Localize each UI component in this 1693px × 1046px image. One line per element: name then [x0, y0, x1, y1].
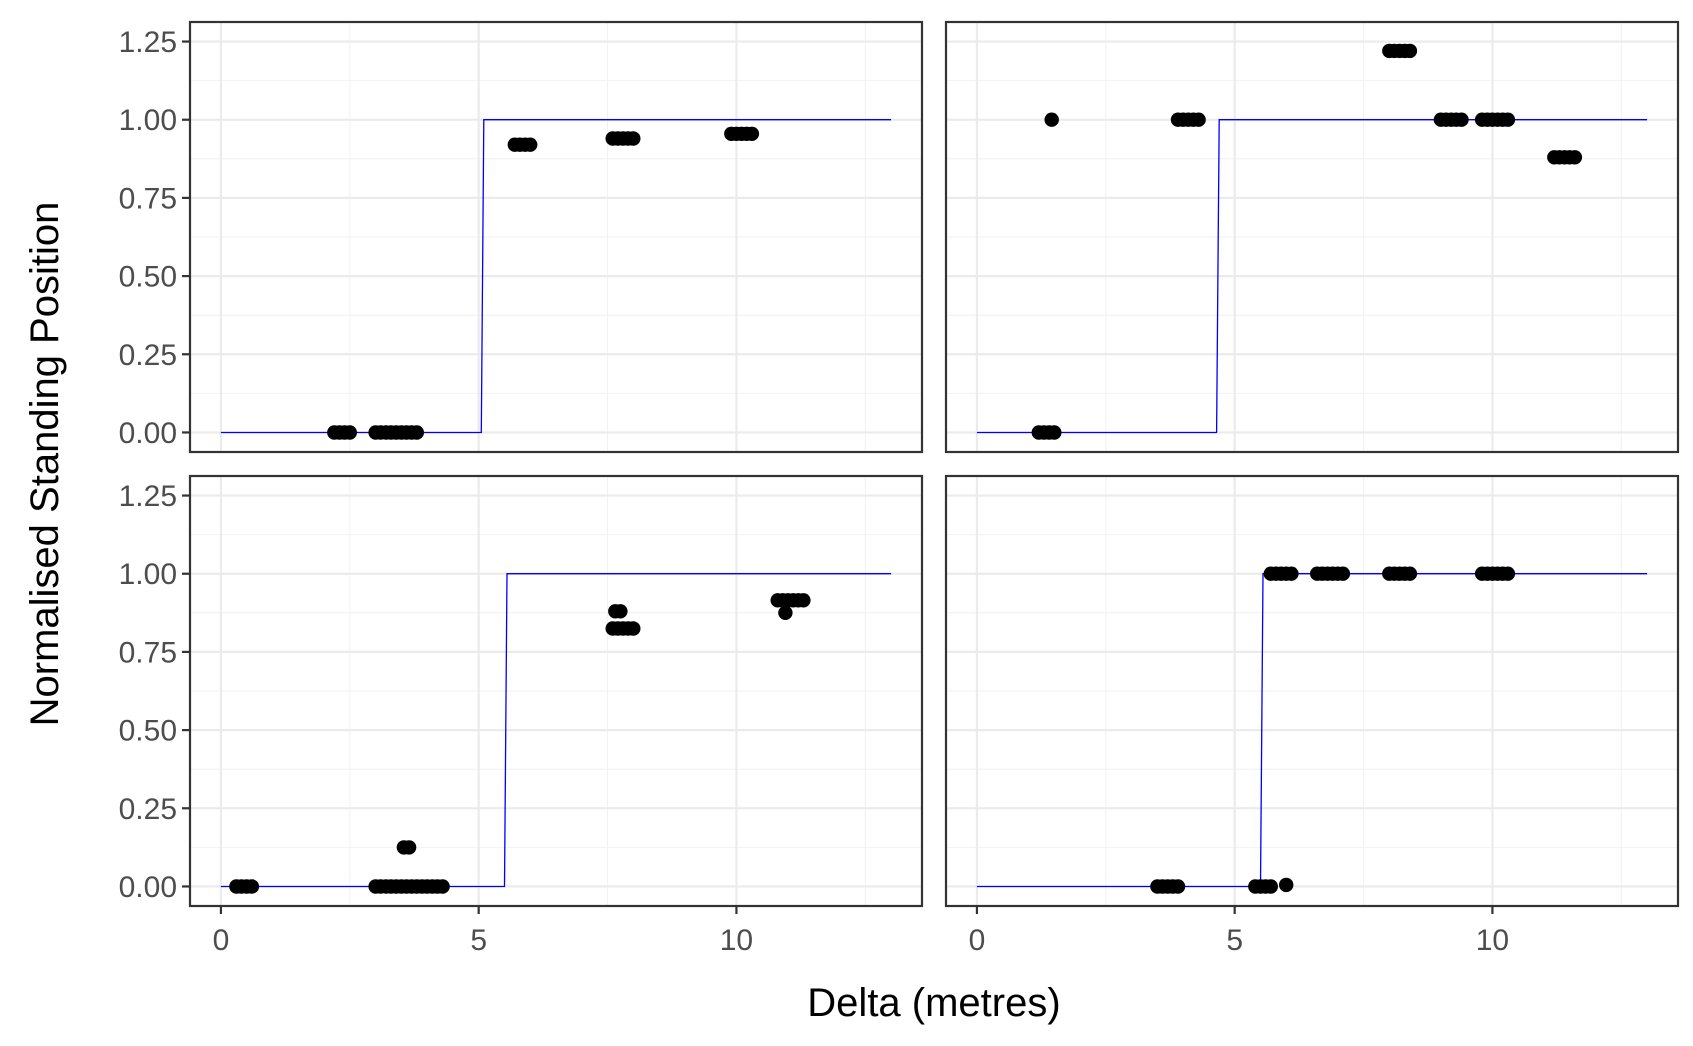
data-point: [1170, 879, 1186, 894]
panel-top-left: [188, 20, 924, 454]
data-point: [626, 621, 641, 636]
y-tick-label: 0.75: [119, 182, 177, 215]
data-point: [744, 126, 760, 141]
panels-layer: [188, 20, 1680, 908]
data-point: [1402, 43, 1418, 59]
y-tick-label: 0.50: [119, 715, 177, 748]
data-point: [523, 137, 538, 152]
y-tick-label: 1.25: [119, 480, 177, 513]
y-tick-label: 0.50: [119, 261, 177, 294]
data-point: [409, 425, 424, 440]
data-point: [244, 879, 260, 894]
y-tick-label: 0.25: [119, 793, 177, 826]
data-point: [1191, 112, 1206, 127]
y-tick-label: 1.00: [119, 558, 177, 591]
step-fit-line: [976, 573, 1648, 888]
panel-border: [944, 474, 1680, 908]
data-point: [1567, 150, 1583, 165]
data-point: [1263, 879, 1279, 894]
data-point: [1044, 112, 1059, 127]
data-point: [613, 604, 628, 619]
y-tick-label: 1.25: [119, 26, 177, 59]
y-tick-label: 0.75: [119, 636, 177, 669]
x-tick-label: 10: [1476, 924, 1509, 957]
x-tick-label: 10: [720, 924, 753, 957]
step-fit-line: [976, 119, 1648, 434]
x-axis-title: Delta (metres): [807, 981, 1060, 1025]
data-point: [1047, 425, 1062, 440]
data-point: [1335, 566, 1351, 581]
panel-border: [188, 474, 924, 908]
x-tick-label: 5: [470, 924, 487, 957]
x-tick-label: 5: [1226, 924, 1243, 957]
data-point: [1279, 877, 1294, 893]
panel-border: [188, 20, 924, 454]
data-point: [626, 131, 641, 146]
panel-border: [944, 20, 1680, 454]
data-point: [778, 605, 793, 620]
data-point: [796, 593, 811, 608]
x-tick-label: 0: [213, 924, 230, 957]
panel-bottom-right: [944, 474, 1680, 908]
data-point: [435, 879, 450, 894]
data-point: [1402, 566, 1418, 581]
data-point: [342, 425, 357, 440]
y-axis-title: Normalised Standing Position: [23, 202, 67, 727]
y-tick-label: 0.00: [119, 417, 177, 450]
step-fit-line: [220, 573, 892, 888]
panel-bottom-left: [188, 474, 924, 908]
y-tick-label: 0.25: [119, 339, 177, 372]
data-point: [1284, 566, 1299, 581]
data-point: [1500, 566, 1516, 581]
y-tick-label: 0.00: [119, 871, 177, 904]
data-point: [1500, 112, 1516, 127]
panel-top-right: [944, 20, 1680, 454]
x-tick-label: 0: [969, 924, 986, 957]
axes-layer: 0.00 0.25 0.50 0.75 1.00 1.25 0.00 0.25 0.50 0.75…: [119, 26, 1510, 957]
data-point: [1454, 112, 1469, 127]
data-point: [401, 840, 417, 855]
y-tick-label: 1.00: [119, 104, 177, 137]
